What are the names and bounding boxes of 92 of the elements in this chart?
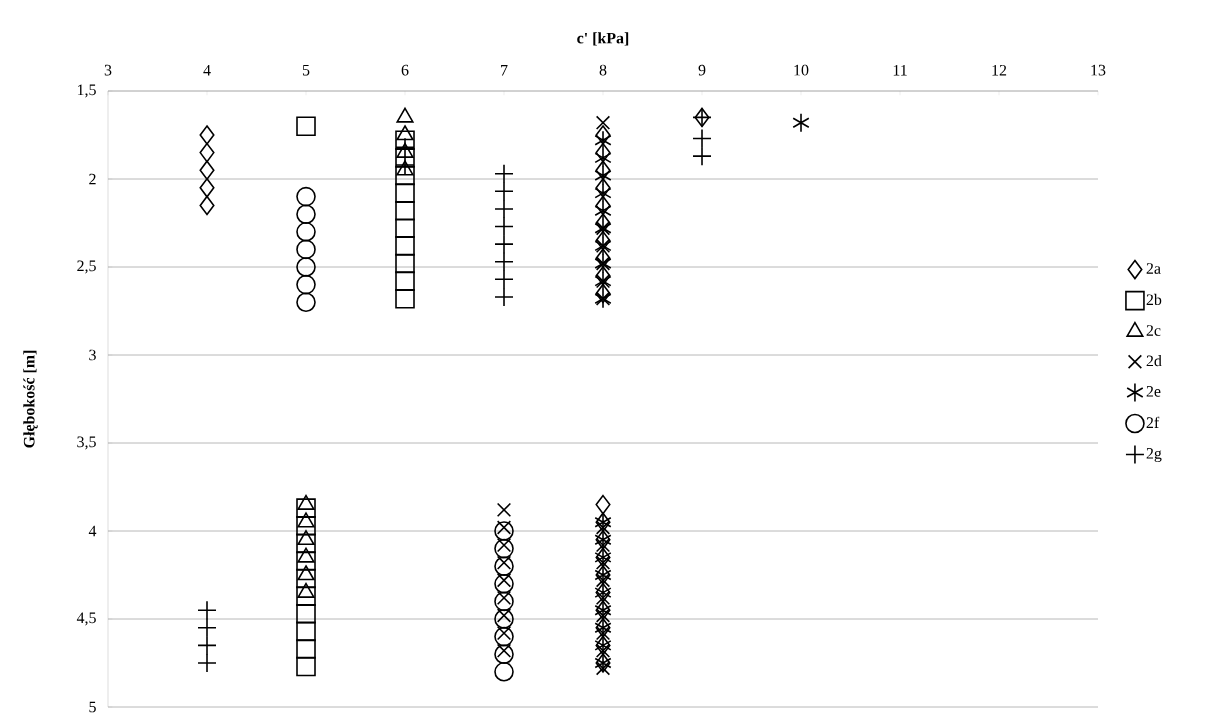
legend-label: 2a (1146, 263, 1161, 274)
point (395, 165, 415, 186)
point (296, 274, 316, 295)
y-tick-label: 2,5 (77, 260, 96, 274)
y-tick-label: 4 (88, 525, 97, 537)
point (395, 236, 415, 256)
point (496, 502, 512, 518)
x-tick-label: 10 (794, 64, 809, 76)
x-tick-label: 5 (302, 64, 310, 76)
point (496, 608, 512, 623)
point (595, 125, 611, 145)
point (296, 621, 316, 642)
point (594, 130, 612, 151)
point (296, 498, 316, 518)
x-tick-label: 3 (104, 64, 112, 76)
legend-label: 2c (1146, 325, 1161, 336)
y-axis-title: Głębokość [m] (23, 350, 38, 448)
legend-label: 2g (1146, 448, 1162, 463)
y-tick-label: 3,5 (77, 436, 96, 450)
point (595, 195, 611, 216)
point (396, 125, 414, 141)
point (494, 538, 514, 559)
point (296, 603, 316, 624)
x-tick-label: 12 (992, 64, 1007, 76)
point (296, 186, 316, 207)
point (296, 292, 316, 313)
point (297, 530, 315, 546)
point (199, 160, 215, 180)
point (496, 573, 512, 588)
legend-label: 2e (1146, 386, 1161, 397)
y-tick-label: 5 (89, 701, 96, 713)
point (395, 200, 415, 221)
point (296, 204, 316, 224)
point (199, 195, 215, 216)
point (595, 283, 611, 304)
point (494, 662, 514, 682)
point (296, 639, 316, 659)
point (494, 574, 514, 594)
point (595, 494, 611, 515)
point (792, 112, 810, 133)
x-tick-label: 9 (698, 64, 706, 76)
x-tick-label: 4 (203, 65, 211, 76)
point (296, 568, 316, 589)
point (395, 288, 415, 309)
x-tick-label: 11 (893, 64, 907, 76)
point (395, 271, 415, 291)
point (199, 125, 215, 145)
point (199, 142, 215, 163)
x-axis-title: c' [kPa] (577, 32, 629, 46)
point (296, 533, 316, 554)
point (494, 609, 514, 629)
point (494, 521, 514, 541)
point (296, 116, 316, 136)
point (494, 556, 514, 577)
point (594, 148, 612, 168)
x-tick-label: 7 (501, 65, 508, 76)
point (595, 248, 611, 268)
point (595, 115, 611, 130)
legend-label: 2d (1146, 355, 1162, 367)
point (395, 183, 415, 203)
point (595, 160, 611, 180)
point (296, 222, 316, 242)
point (296, 551, 316, 571)
point (594, 200, 612, 221)
point (494, 644, 514, 665)
legend-label: 2b (1146, 293, 1162, 306)
point (494, 591, 514, 612)
point (395, 253, 415, 274)
y-tick-label: 1,5 (77, 84, 96, 98)
point (595, 178, 611, 198)
point (296, 656, 316, 677)
point (296, 515, 316, 536)
point (595, 661, 611, 676)
point (594, 165, 612, 186)
point (496, 643, 512, 658)
point (296, 586, 316, 606)
point (494, 626, 514, 647)
y-tick-label: 3 (89, 349, 96, 361)
x-tick-label: 13 (1091, 64, 1106, 76)
point (296, 239, 316, 260)
legend-label: 2f (1146, 416, 1160, 428)
x-tick-label: 6 (401, 64, 409, 76)
point (496, 520, 512, 535)
x-tick-label: 8 (599, 64, 607, 76)
point (395, 218, 415, 239)
point (594, 183, 612, 203)
y-tick-label: 2 (89, 173, 96, 185)
point (199, 178, 215, 198)
point (595, 142, 611, 163)
point (496, 555, 512, 570)
point (296, 257, 316, 277)
y-tick-label: 4,5 (76, 612, 96, 626)
